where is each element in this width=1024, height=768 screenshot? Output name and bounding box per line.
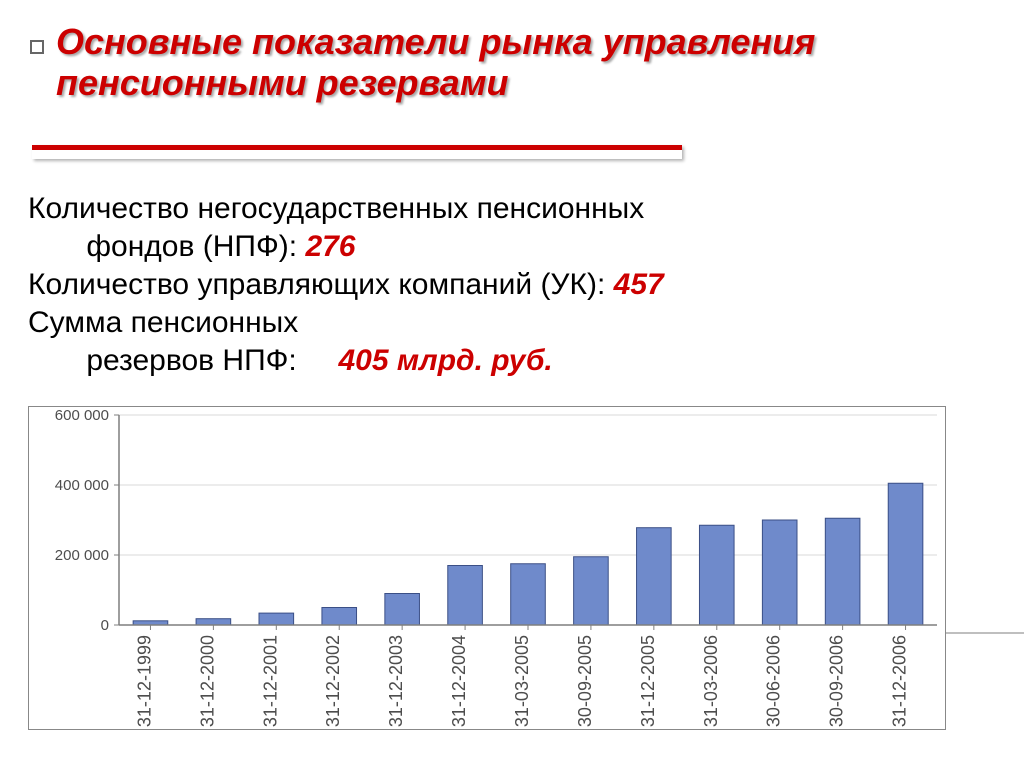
body-line-3: Количество управляющих компаний (УК): 45… bbox=[28, 268, 988, 302]
npf-count: 276 bbox=[305, 230, 355, 263]
reserves-unit: млрд. руб. bbox=[389, 344, 553, 377]
bar bbox=[511, 564, 546, 625]
body-line-4: Сумма пенсионных bbox=[28, 306, 988, 340]
bar bbox=[259, 613, 294, 625]
svg-text:0: 0 bbox=[101, 617, 109, 634]
x-axis-label: 31-12-2000 bbox=[197, 635, 217, 727]
x-axis-label: 31-12-1999 bbox=[134, 635, 154, 727]
bar bbox=[699, 525, 734, 625]
body-line-1: Количество негосударственных пенсионных bbox=[28, 192, 988, 226]
bar bbox=[762, 520, 797, 625]
x-axis-label: 30-09-2006 bbox=[827, 635, 847, 727]
bar bbox=[385, 594, 420, 626]
bar bbox=[196, 619, 231, 625]
x-axis-label: 31-12-2003 bbox=[386, 635, 406, 727]
bar bbox=[448, 566, 483, 626]
title-line-1: Основные показатели рынка управления bbox=[56, 21, 926, 62]
bar bbox=[888, 483, 923, 625]
title-bullet bbox=[30, 40, 44, 54]
slide-title: Основные показатели рынка управления пен… bbox=[56, 21, 926, 104]
x-axis-label: 30-09-2005 bbox=[575, 635, 595, 727]
reserves-value: 405 bbox=[338, 344, 388, 377]
svg-text:200 000: 200 000 bbox=[55, 547, 109, 564]
footer-rule bbox=[946, 632, 1024, 634]
bar bbox=[637, 528, 672, 625]
x-axis-label: 31-12-2004 bbox=[449, 635, 469, 727]
bar bbox=[825, 518, 860, 625]
reserves-bar-chart: 0 200 000 400 000 600 000 31-12-1999 31-12-20… bbox=[28, 406, 946, 730]
svg-text:600 000: 600 000 bbox=[55, 407, 109, 424]
x-axis-label: 31-03-2006 bbox=[701, 635, 721, 727]
x-axis-label: 30-06-2006 bbox=[764, 635, 784, 727]
title-line-2: пенсионными резервами bbox=[56, 62, 926, 103]
uk-count: 457 bbox=[614, 268, 664, 301]
x-axis-label: 31-12-2001 bbox=[260, 635, 280, 727]
body-line-5: резервов НПФ: 405 млрд. руб. bbox=[28, 344, 988, 378]
x-axis-label: 31-12-2005 bbox=[638, 635, 658, 727]
bar bbox=[574, 557, 609, 625]
x-axis-label: 31-03-2005 bbox=[512, 635, 532, 727]
x-axis-label: 31-12-2006 bbox=[890, 635, 910, 727]
x-axis-label: 31-12-2002 bbox=[323, 635, 343, 727]
body-line-2: фондов (НПФ): 276 bbox=[28, 230, 988, 264]
bar bbox=[322, 608, 357, 626]
title-rule bbox=[32, 145, 682, 159]
svg-text:400 000: 400 000 bbox=[55, 477, 109, 494]
